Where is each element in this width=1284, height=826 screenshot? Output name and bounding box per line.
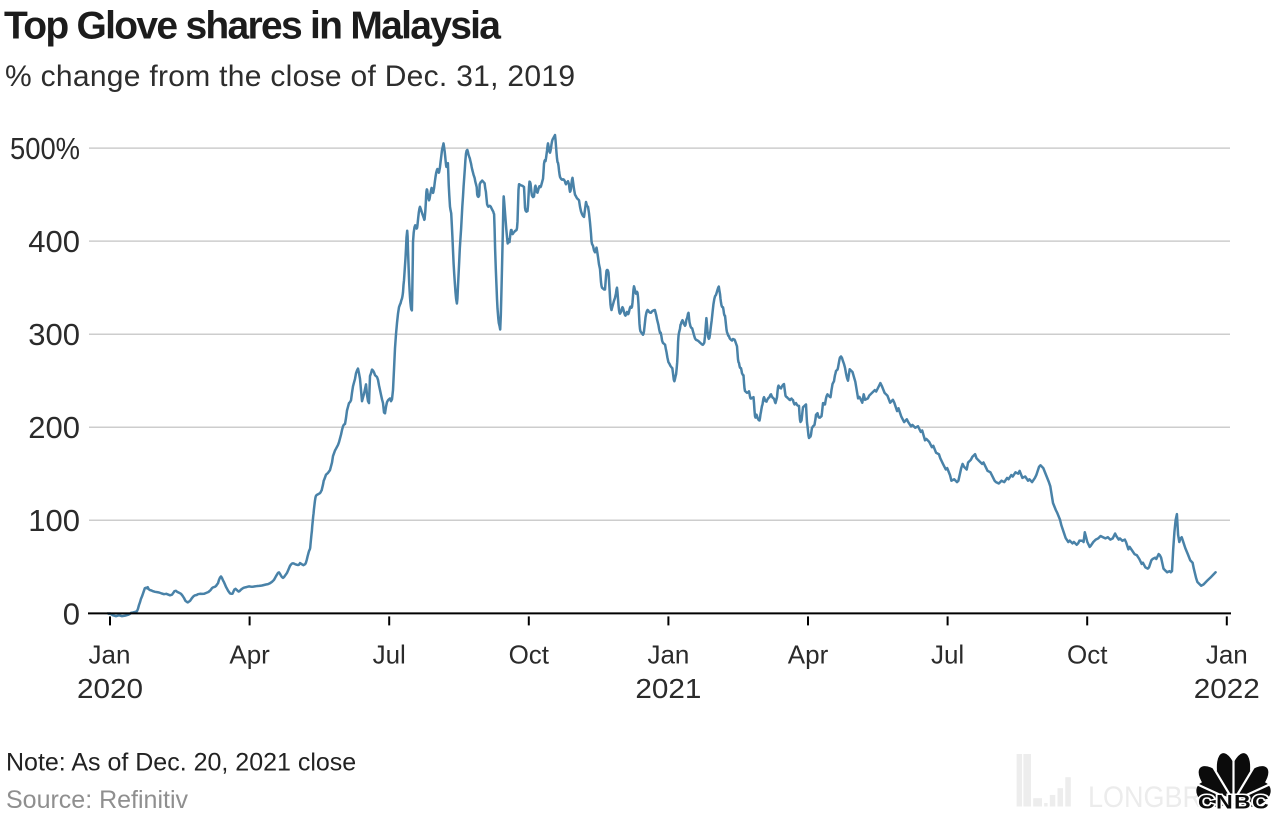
svg-text:Jan: Jan — [647, 639, 689, 669]
svg-text:500%: 500% — [10, 131, 80, 166]
svg-text:Jan: Jan — [89, 639, 131, 669]
svg-text:200: 200 — [28, 410, 80, 445]
svg-text:400: 400 — [28, 224, 80, 259]
svg-text:% change from the close of Dec: % change from the close of Dec. 31, 2019 — [5, 60, 575, 93]
svg-text:Apr: Apr — [229, 639, 270, 669]
svg-text:Jul: Jul — [931, 639, 964, 669]
svg-text:2021: 2021 — [635, 673, 701, 704]
svg-text:Apr: Apr — [788, 639, 829, 669]
svg-text:0: 0 — [63, 596, 80, 631]
svg-text:CNBC: CNBC — [1198, 793, 1270, 814]
svg-text:Note: As of Dec. 20, 2021 clos: Note: As of Dec. 20, 2021 close — [6, 748, 356, 776]
svg-text:Oct: Oct — [509, 639, 550, 669]
svg-text:100: 100 — [28, 503, 80, 538]
svg-text:Top Glove shares in Malaysia: Top Glove shares in Malaysia — [4, 5, 501, 48]
svg-text:2022: 2022 — [1194, 673, 1260, 704]
svg-text:Jul: Jul — [373, 639, 406, 669]
svg-text:2020: 2020 — [77, 673, 143, 704]
svg-text:300: 300 — [28, 317, 80, 352]
svg-text:Source: Refinitiv: Source: Refinitiv — [6, 786, 189, 814]
svg-text:Jan: Jan — [1206, 639, 1248, 669]
svg-text:Oct: Oct — [1067, 639, 1108, 669]
